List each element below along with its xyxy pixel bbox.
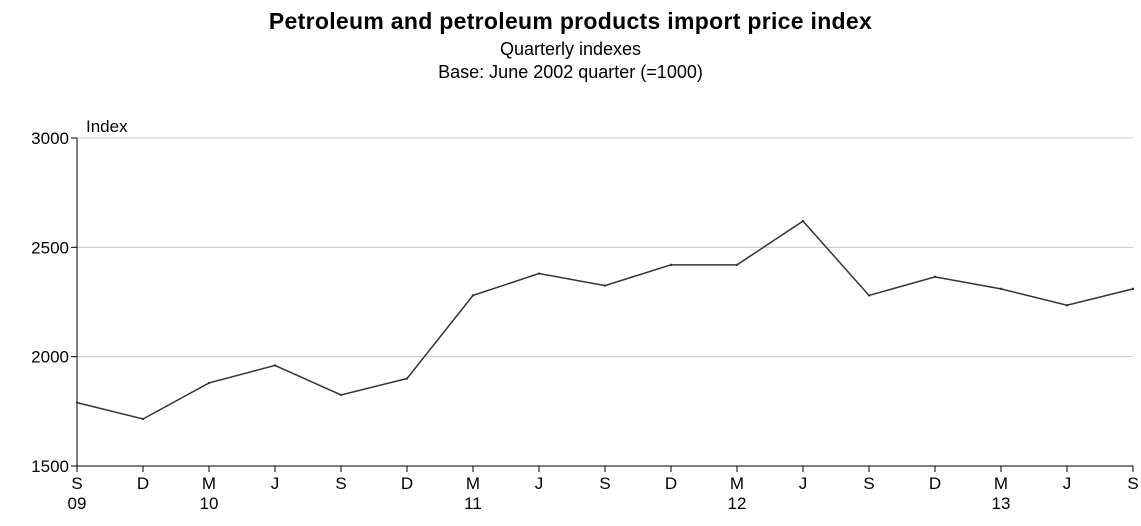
data-point	[801, 219, 805, 223]
x-tick-label: M	[994, 474, 1008, 493]
x-tick-label: J	[271, 474, 280, 493]
x-tick-label: D	[929, 474, 941, 493]
data-point	[75, 401, 79, 404]
x-tick-label: M	[202, 474, 216, 493]
x-tick-label: S	[1127, 474, 1138, 493]
data-point	[1131, 287, 1135, 291]
x-year-label: 13	[992, 494, 1011, 513]
data-point	[669, 263, 673, 267]
series-group	[75, 219, 1135, 421]
x-year-label: 11	[464, 494, 482, 513]
chart-title: Petroleum and petroleum products import …	[268, 8, 873, 34]
x-tick-label: J	[535, 474, 544, 493]
data-point	[735, 263, 739, 267]
data-point	[1065, 304, 1069, 307]
data-point	[405, 377, 409, 380]
data-point	[207, 381, 211, 385]
data-point	[867, 294, 871, 297]
x-tick-label: D	[137, 474, 149, 493]
y-axis-ticks: 3000 2500 2000 1500	[31, 129, 77, 476]
x-tick-label: D	[401, 474, 413, 493]
data-point	[537, 272, 541, 275]
chart-subtitle: Quarterly indexes	[499, 39, 642, 59]
y-tick-label: 2000	[31, 348, 69, 367]
x-tick-label: M	[466, 474, 480, 493]
data-point	[471, 294, 475, 297]
x-tick-label: J	[1063, 474, 1072, 493]
y-tick-label: 2500	[31, 238, 69, 257]
x-year-label: 10	[200, 494, 219, 513]
chart-base-note: Base: June 2002 quarter (=1000)	[438, 62, 703, 82]
data-point	[273, 364, 277, 367]
x-tick-label: M	[730, 474, 744, 493]
axes	[76, 138, 1133, 467]
x-year-label: 09	[68, 494, 87, 513]
data-point	[339, 393, 343, 397]
x-tick-label: S	[599, 474, 610, 493]
data-point	[933, 275, 937, 279]
x-tick-label: S	[335, 474, 346, 493]
x-tick-label: D	[665, 474, 677, 493]
data-point	[603, 284, 607, 287]
x-tick-label: S	[863, 474, 874, 493]
data-point	[999, 287, 1003, 291]
gridlines	[77, 137, 1133, 358]
data-point	[141, 417, 145, 421]
y-axis-label: Index	[86, 117, 128, 136]
series-line	[76, 220, 1134, 420]
x-year-label: 12	[728, 494, 747, 513]
x-tick-label: S	[71, 474, 82, 493]
x-tick-label: J	[799, 474, 808, 493]
y-tick-label: 3000	[31, 129, 69, 148]
y-tick-label: 1500	[31, 457, 69, 476]
